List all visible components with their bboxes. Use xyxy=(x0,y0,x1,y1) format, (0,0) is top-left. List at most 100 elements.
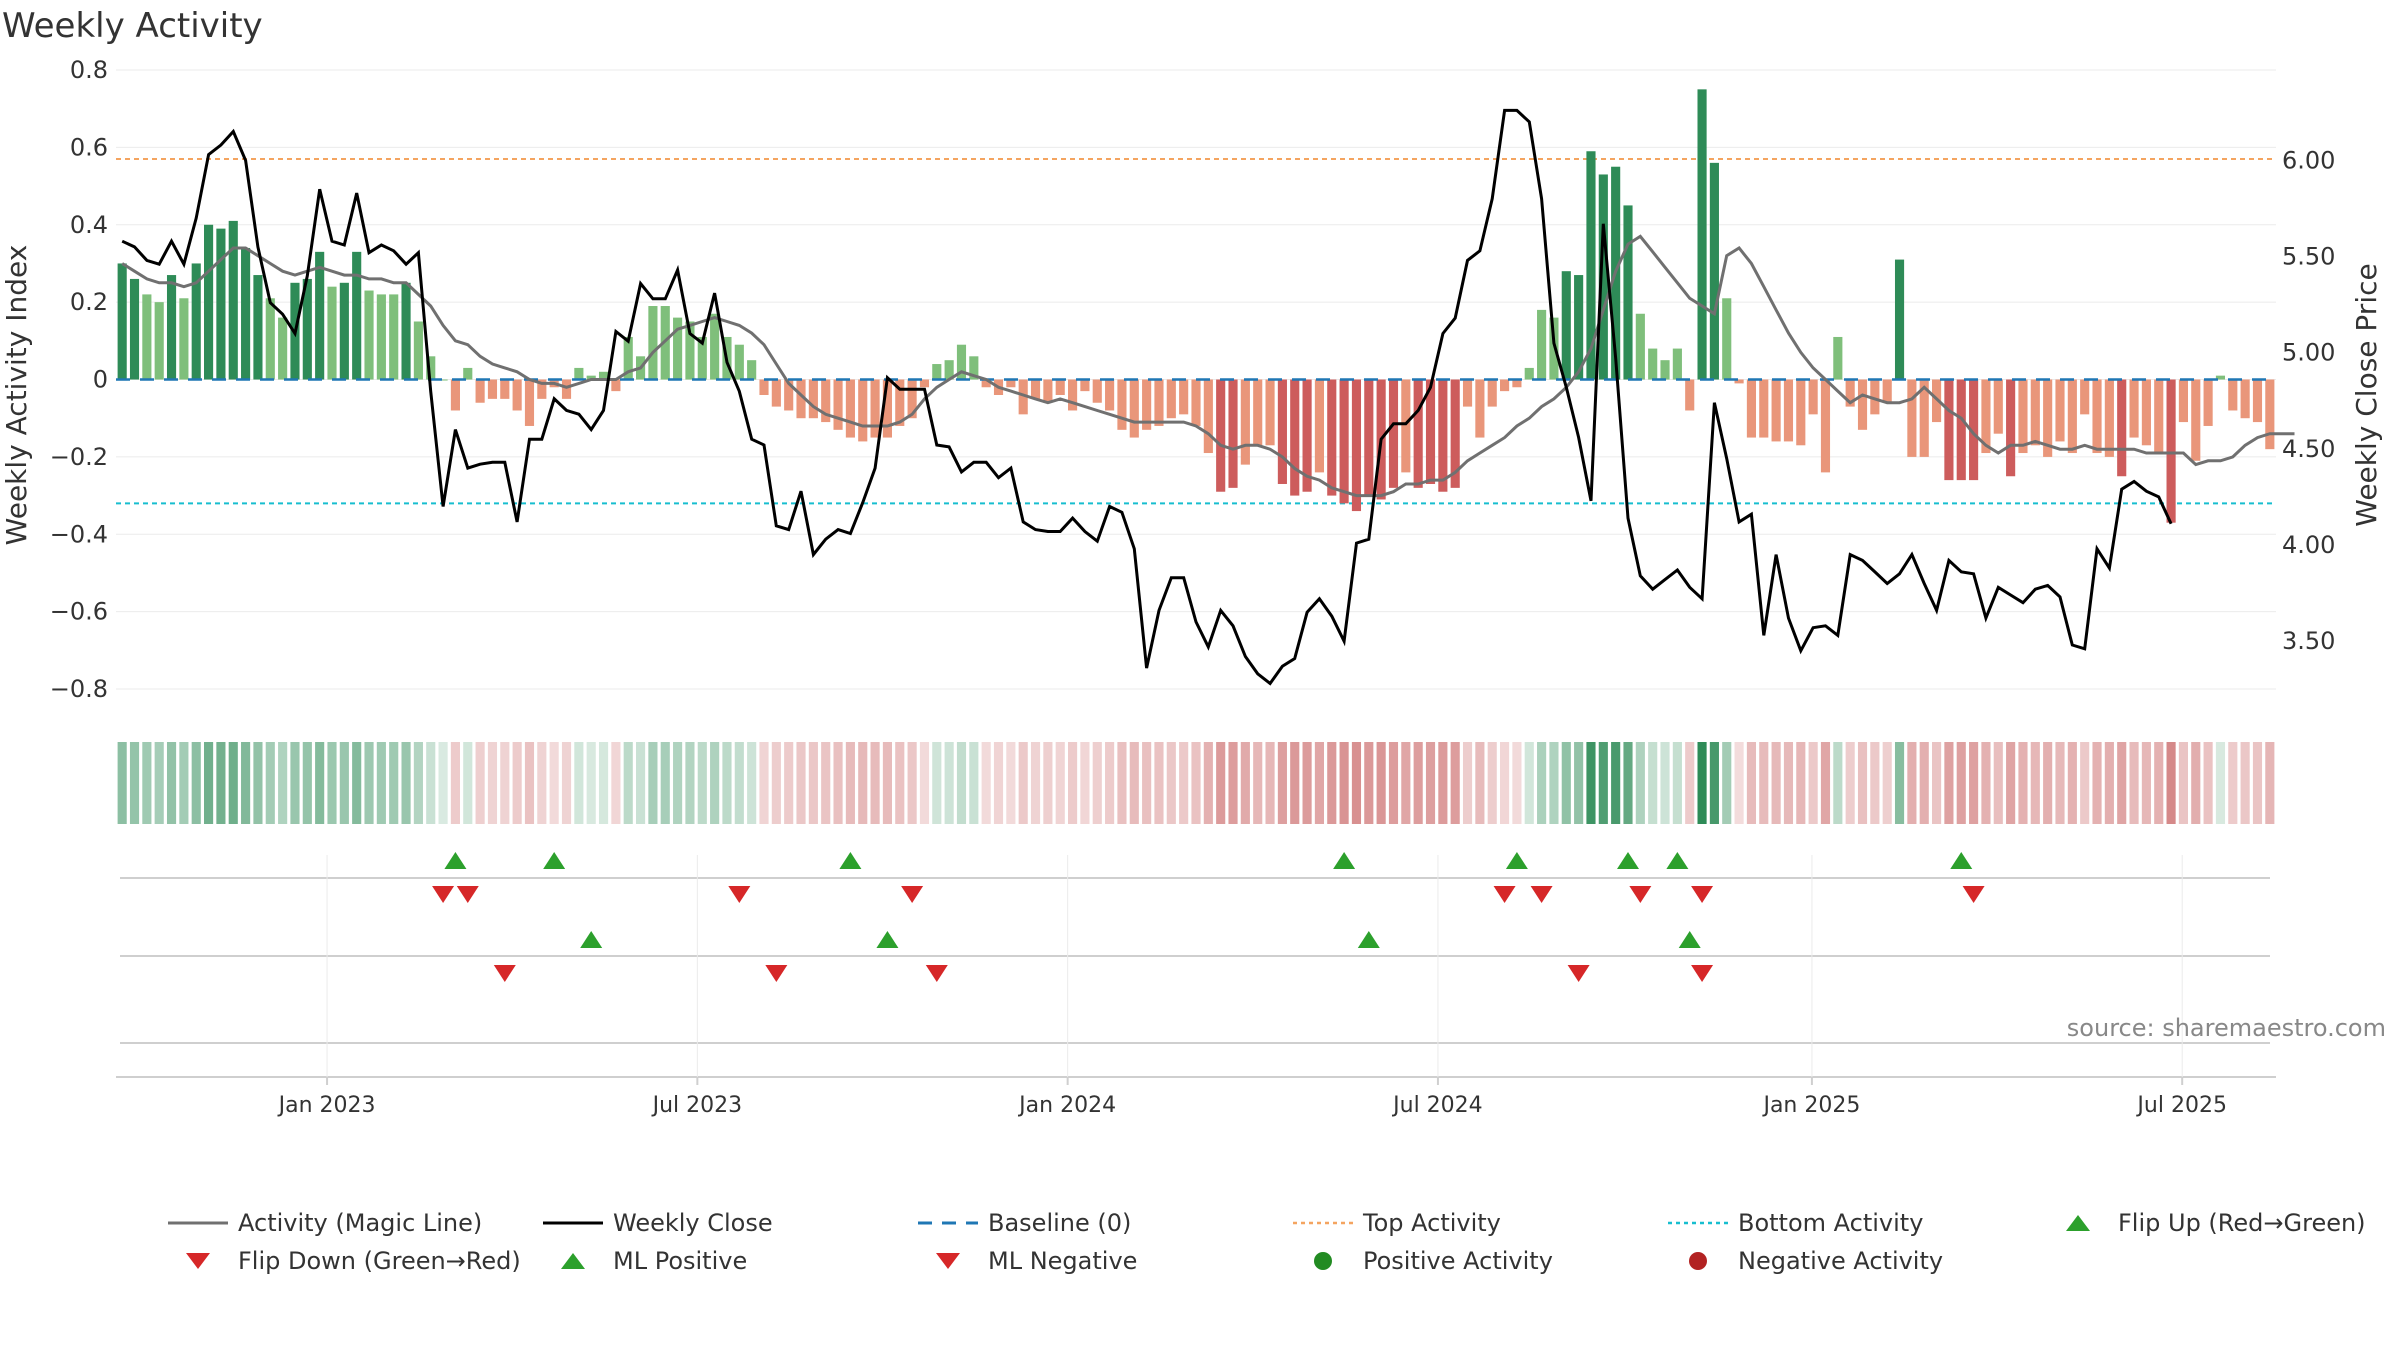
activity-bar xyxy=(1969,379,1979,481)
heat-cell xyxy=(364,742,374,824)
activity-bar xyxy=(512,379,522,411)
heat-cell xyxy=(1290,742,1300,824)
heat-cell xyxy=(1783,742,1794,824)
activity-bar xyxy=(142,294,152,380)
activity-bar xyxy=(524,379,535,426)
flip-up-marker xyxy=(1505,852,1528,869)
activity-bar xyxy=(673,317,683,380)
legend-item-flip-down: Flip Down (Green→Red) xyxy=(168,1243,521,1279)
activity-bar xyxy=(1055,379,1065,395)
y-tick-label: 0.8 xyxy=(70,56,108,84)
flip-up-marker xyxy=(839,852,862,869)
heat-cell xyxy=(2154,742,2164,824)
activity-bar xyxy=(1759,379,1769,438)
activity-bar xyxy=(2215,375,2226,380)
heat-cell xyxy=(1413,742,1423,824)
heat-cell xyxy=(1820,742,1831,824)
activity-bar xyxy=(956,344,967,380)
circle-green-icon xyxy=(1314,1252,1332,1270)
y2-tick-label: 5.00 xyxy=(2282,339,2335,367)
y-tick-label: −0.4 xyxy=(50,520,108,548)
activity-bar xyxy=(1413,379,1423,488)
activity-bar xyxy=(808,379,818,419)
legend-item-negative-activity: Negative Activity xyxy=(1668,1243,1943,1279)
heat-cell xyxy=(845,742,855,824)
heat-cell xyxy=(2228,742,2238,824)
activity-bar xyxy=(1648,348,1658,380)
heat-cell xyxy=(450,742,460,824)
flip-up-marker xyxy=(1666,852,1689,869)
legend-label: ML Positive xyxy=(613,1247,748,1275)
heat-cell xyxy=(1327,742,1337,824)
heat-cell xyxy=(2043,742,2053,824)
heat-cell xyxy=(1203,742,1213,824)
heat-cell xyxy=(1586,742,1596,824)
activity-bar xyxy=(1783,379,1794,442)
flip-down-marker xyxy=(901,886,924,903)
activity-bar xyxy=(2092,379,2102,454)
heat-cell xyxy=(858,742,868,824)
activity-bar xyxy=(734,344,744,380)
activity-bar xyxy=(2141,379,2151,446)
legend-label: Negative Activity xyxy=(1738,1247,1944,1275)
heat-cell xyxy=(1932,742,1942,824)
activity-bar xyxy=(845,379,855,438)
activity-bar xyxy=(426,356,436,380)
heat-cell xyxy=(2092,742,2102,824)
activity-bar xyxy=(882,379,892,438)
heat-cell xyxy=(1635,742,1645,824)
x-tick-label: Jul 2024 xyxy=(1391,1093,1483,1118)
y-tick-label: 0.6 xyxy=(70,133,108,161)
activity-bar xyxy=(1450,379,1460,488)
heat-cell xyxy=(1709,742,1719,824)
activity-bar xyxy=(450,379,460,411)
heat-cell xyxy=(1265,742,1275,824)
heat-cell xyxy=(2141,742,2151,824)
activity-bar xyxy=(253,275,263,380)
heat-cell xyxy=(241,742,251,824)
activity-bar xyxy=(1191,379,1201,426)
activity-bar xyxy=(932,364,942,380)
x-tick-label: Jul 2025 xyxy=(2135,1093,2227,1118)
flip-up-marker xyxy=(543,852,566,869)
activity-bar xyxy=(1660,360,1670,380)
activity-bar xyxy=(302,278,312,380)
activity-bar xyxy=(2178,379,2188,423)
heat-cell xyxy=(944,742,954,824)
legend-label: Activity (Magic Line) xyxy=(238,1209,483,1237)
y2-axis-title: Weekly Close Price xyxy=(2350,263,2383,526)
y-tick-label: 0.4 xyxy=(70,211,108,239)
activity-bar xyxy=(611,379,621,392)
activity-bar xyxy=(1944,379,1954,481)
triangle-down-icon xyxy=(186,1253,210,1269)
activity-bar xyxy=(648,306,658,380)
heat-cell xyxy=(685,742,695,824)
activity-bar xyxy=(2043,379,2053,457)
activity-bar xyxy=(1351,379,1362,512)
heat-cell xyxy=(598,742,609,824)
heat-cell xyxy=(524,742,535,824)
heat-cell xyxy=(1191,742,1201,824)
activity-bar xyxy=(870,379,880,438)
activity-bar xyxy=(623,336,633,380)
heat-cell xyxy=(1401,742,1411,824)
heat-cell xyxy=(1018,742,1028,824)
heat-cell xyxy=(327,742,337,824)
heat-cell xyxy=(1376,742,1386,824)
heat-cell xyxy=(1561,742,1571,824)
activity-bar xyxy=(2154,379,2164,454)
heat-cell xyxy=(166,742,177,824)
y2-tick-label: 4.00 xyxy=(2282,531,2335,559)
heat-cell xyxy=(1166,742,1176,824)
legend-item-ml-positive: ML Positive xyxy=(543,1243,747,1279)
activity-bar xyxy=(710,313,720,380)
activity-bar xyxy=(1314,379,1324,473)
heat-cell xyxy=(1475,742,1485,824)
heat-cell xyxy=(1339,742,1349,824)
heat-cell xyxy=(1808,742,1818,824)
y-tick-label: 0 xyxy=(93,366,108,394)
magic-line xyxy=(121,234,2295,498)
activity-bar xyxy=(1290,379,1300,496)
activity-bar xyxy=(1117,379,1127,430)
activity-bar xyxy=(796,379,806,419)
